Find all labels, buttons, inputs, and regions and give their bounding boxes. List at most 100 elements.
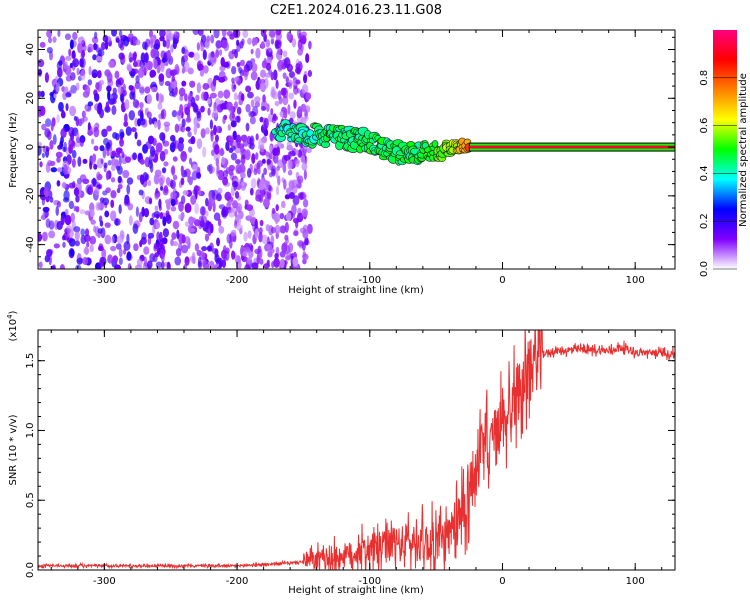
snr-series-line: [38, 330, 675, 570]
spectrogram-noise-cell: [285, 212, 292, 221]
spectrogram-noise-cell: [270, 35, 275, 44]
spectrogram-noise-cell: [254, 218, 258, 229]
spectrogram-noise-cell: [171, 232, 177, 240]
spectrogram-carrier-core: [469, 145, 675, 149]
spectrogram-noise-cell: [119, 128, 125, 140]
spectrogram-noise-cell: [93, 145, 99, 152]
spectrogram-noise-cell: [165, 214, 172, 225]
spectrogram-noise-cell: [197, 30, 204, 36]
spectrogram-noise-cell: [247, 91, 254, 99]
spectrogram-noise-cell: [163, 185, 169, 194]
spectrogram-noise-cell: [126, 177, 134, 185]
spectrogram-noise-cell: [149, 30, 154, 39]
spectrogram-noise-cell: [99, 145, 105, 152]
spectrogram-noise-cell: [101, 128, 108, 138]
spectrogram-noise-cell: [170, 44, 174, 53]
spectrogram-noise-cell: [122, 83, 126, 93]
spectrogram-noise-cell: [217, 90, 224, 99]
spectrogram-noise-cell: [221, 39, 228, 49]
spectrogram-noise-cell: [69, 39, 74, 50]
spectrogram-noise-cell: [153, 58, 158, 70]
spectrogram-noise-cell: [284, 194, 291, 200]
spectrogram-noise-cell: [214, 144, 220, 155]
spectrogram-noise-cell: [46, 249, 53, 257]
spectrogram-noise-cell: [181, 234, 186, 244]
spectrogram-noise-cell: [266, 190, 272, 201]
spectrogram-noise-cell: [265, 103, 270, 112]
spectrogram-noise-cell: [270, 235, 275, 246]
x-tick-label: -200: [226, 275, 249, 286]
spectrogram-noise-cell: [135, 39, 141, 46]
spectrogram-noise-cell: [121, 151, 125, 158]
spectrogram-noise-cell: [217, 218, 222, 227]
spectrogram-noise-cell: [230, 152, 238, 161]
spectrogram-noise-cell: [239, 59, 245, 67]
spectrogram-noise-cell: [123, 241, 131, 251]
colorbar: 0.0 0.2 0.4 0.6 0.8 Normalized spectral ampl…: [699, 30, 749, 277]
spectrogram-noise-cell: [244, 264, 251, 269]
spectrogram-noise-cell: [143, 246, 150, 255]
spectrogram-noise-cell: [47, 36, 52, 44]
spectrogram-noise-cell: [260, 30, 266, 37]
spectrogram-noise-cell: [129, 57, 134, 63]
spectrogram-noise-cell: [147, 232, 155, 239]
spectrogram-noise-cell: [163, 161, 169, 167]
spectrogram-noise-cell: [279, 258, 285, 269]
spectrogram-noise-cell: [59, 264, 65, 269]
spectrogram-noise-cell: [45, 118, 52, 127]
spectrogram-noise-cell: [156, 231, 160, 242]
spectrogram-noise-cell: [240, 93, 245, 102]
spectrogram-noise-cell: [105, 142, 111, 150]
spectrogram-noise-cell: [155, 142, 163, 153]
spectrogram-noise-cell: [107, 78, 114, 87]
spectrogram-noise-cell: [62, 235, 66, 241]
spectrogram-noise-cell: [61, 86, 66, 92]
spectrogram-noise-cell: [235, 159, 241, 165]
spectrogram-noise-cell: [80, 228, 86, 237]
spectrogram-noise-cell: [112, 132, 118, 139]
spectrogram-noise-cell: [153, 42, 160, 50]
spectrogram-noise-cell: [216, 237, 220, 247]
spectrogram-noise-cell: [232, 130, 237, 141]
spectrogram-noise-cell: [53, 93, 57, 99]
snr-panel: -300 -200 -100 0 100 0.0 0.5 1.0 1.5 Height of s…: [6, 310, 676, 596]
spectrogram-noise-cell: [178, 87, 186, 97]
spectrogram-noise-cell: [215, 258, 221, 264]
spectrogram-noise-cell: [157, 93, 164, 104]
spectrogram-noise-cell: [221, 156, 226, 165]
spectrogram-noise-cell: [208, 163, 213, 175]
spectrogram-noise-cell: [222, 169, 228, 179]
spectrogram-noise-cell: [39, 41, 46, 48]
spectrogram-noise-cell: [238, 99, 243, 106]
spectrogram-noise-cell: [157, 102, 163, 110]
spectrogram-noise-cell: [164, 261, 168, 267]
spectrogram-noise-cell: [102, 148, 107, 159]
spectrogram-noise-cell: [221, 259, 227, 269]
spectrogram-noise-cell: [85, 85, 91, 96]
spectrogram-noise-cell: [176, 229, 180, 240]
spectrogram-noise-cell: [244, 149, 251, 161]
spectrogram-noise-cell: [147, 135, 155, 145]
spectrogram-noise-cell: [87, 79, 93, 86]
spectrogram-noise-cell: [52, 134, 57, 145]
spectrogram-signal-cell: [431, 140, 439, 148]
spectrogram-noise-cell: [184, 236, 191, 245]
spectrogram-noise-cell: [91, 154, 96, 166]
spectrogram-noise-cell: [236, 39, 240, 47]
spectrogram-noise-cell: [211, 189, 219, 200]
spectrogram-noise-cell: [170, 191, 177, 200]
spectrogram-noise-cell: [274, 224, 281, 235]
spectrogram-noise-cell: [291, 38, 297, 48]
spectrogram-noise-cell: [116, 235, 124, 244]
spectrogram-noise-cell: [135, 206, 139, 218]
spectrogram-noise-cell: [101, 248, 107, 260]
spectrogram-noise-cell: [145, 38, 151, 48]
spectrogram-noise-cell: [226, 196, 234, 203]
spectrogram-noise-cell: [159, 36, 165, 42]
spectrogram-noise-cell: [123, 198, 131, 207]
spectrogram-noise-cell: [286, 31, 292, 41]
spectrogram-noise-cell: [236, 141, 241, 149]
spectrogram-noise-cell: [55, 151, 63, 158]
spectrogram-noise-cell: [217, 187, 223, 194]
spectrogram-noise-cell: [289, 111, 296, 120]
